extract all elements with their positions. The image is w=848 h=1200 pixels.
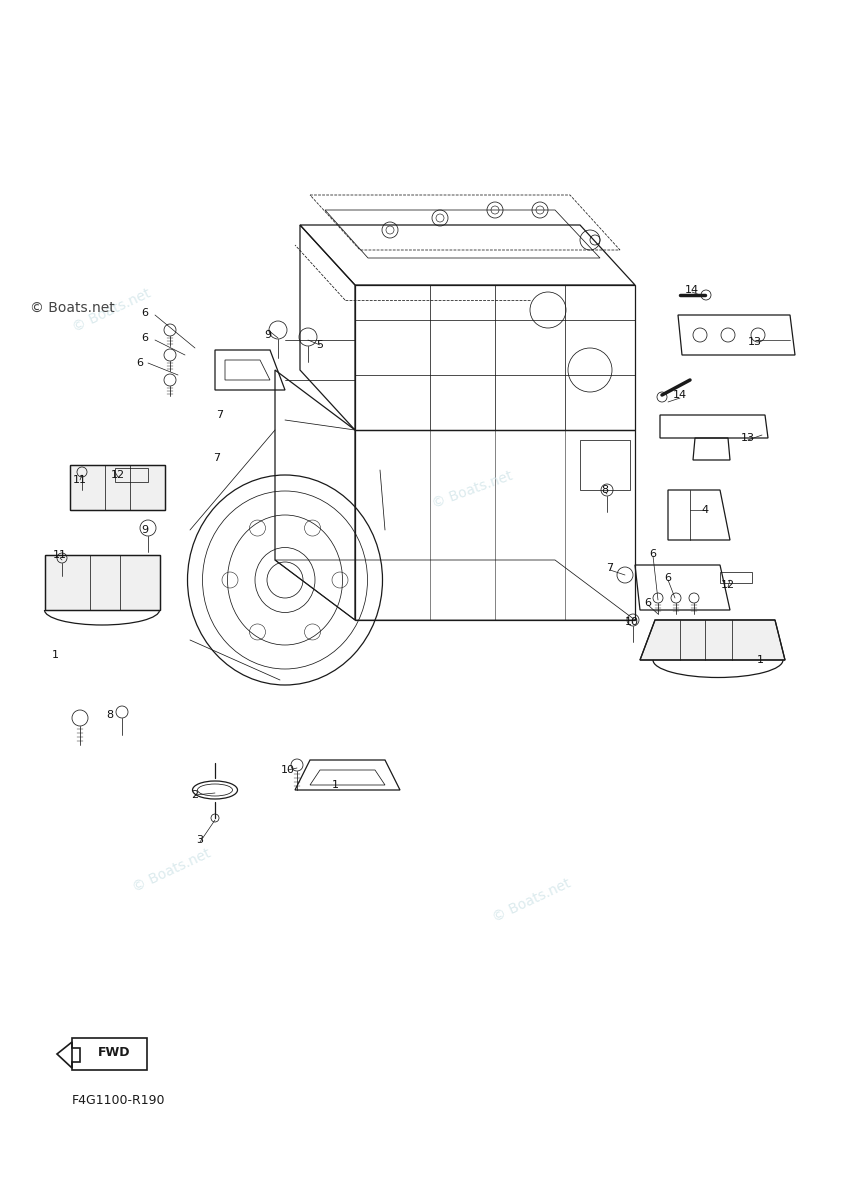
Text: 1: 1 [332,780,338,790]
Text: 7: 7 [216,410,224,420]
Text: 8: 8 [601,485,609,494]
Text: 14: 14 [685,284,699,295]
Polygon shape [45,554,160,610]
Text: 13: 13 [748,337,762,347]
Text: 8: 8 [107,710,114,720]
Text: © Boats.net: © Boats.net [490,876,572,924]
Text: 14: 14 [673,390,687,400]
Text: 9: 9 [265,330,271,340]
Text: 12: 12 [111,470,125,480]
Text: 13: 13 [741,433,755,443]
Text: © Boats.net: © Boats.net [70,286,153,335]
Polygon shape [70,464,165,510]
Text: 10: 10 [625,617,639,626]
Text: 7: 7 [606,563,614,572]
Text: 6: 6 [665,572,672,583]
Text: 10: 10 [281,766,295,775]
Text: © Boats.net: © Boats.net [130,846,213,894]
Text: 11: 11 [53,550,67,560]
Text: 7: 7 [214,452,220,463]
Text: 6: 6 [650,550,656,559]
Text: 1: 1 [756,655,763,665]
Text: 5: 5 [316,340,323,350]
Text: F4G1100-R190: F4G1100-R190 [72,1093,165,1106]
Text: 12: 12 [721,580,735,590]
Text: 4: 4 [701,505,709,515]
Text: © Boats.net: © Boats.net [430,469,515,511]
Text: 6: 6 [644,598,651,608]
Text: 3: 3 [197,835,204,845]
Text: 9: 9 [142,526,148,535]
Text: 11: 11 [73,475,87,485]
Text: © Boats.net: © Boats.net [30,301,114,314]
Text: 6: 6 [137,358,143,368]
Polygon shape [640,620,785,660]
Text: 6: 6 [142,332,148,343]
Text: 1: 1 [52,650,59,660]
Text: 6: 6 [142,308,148,318]
Text: 2: 2 [192,790,198,800]
Text: FWD: FWD [98,1046,131,1060]
